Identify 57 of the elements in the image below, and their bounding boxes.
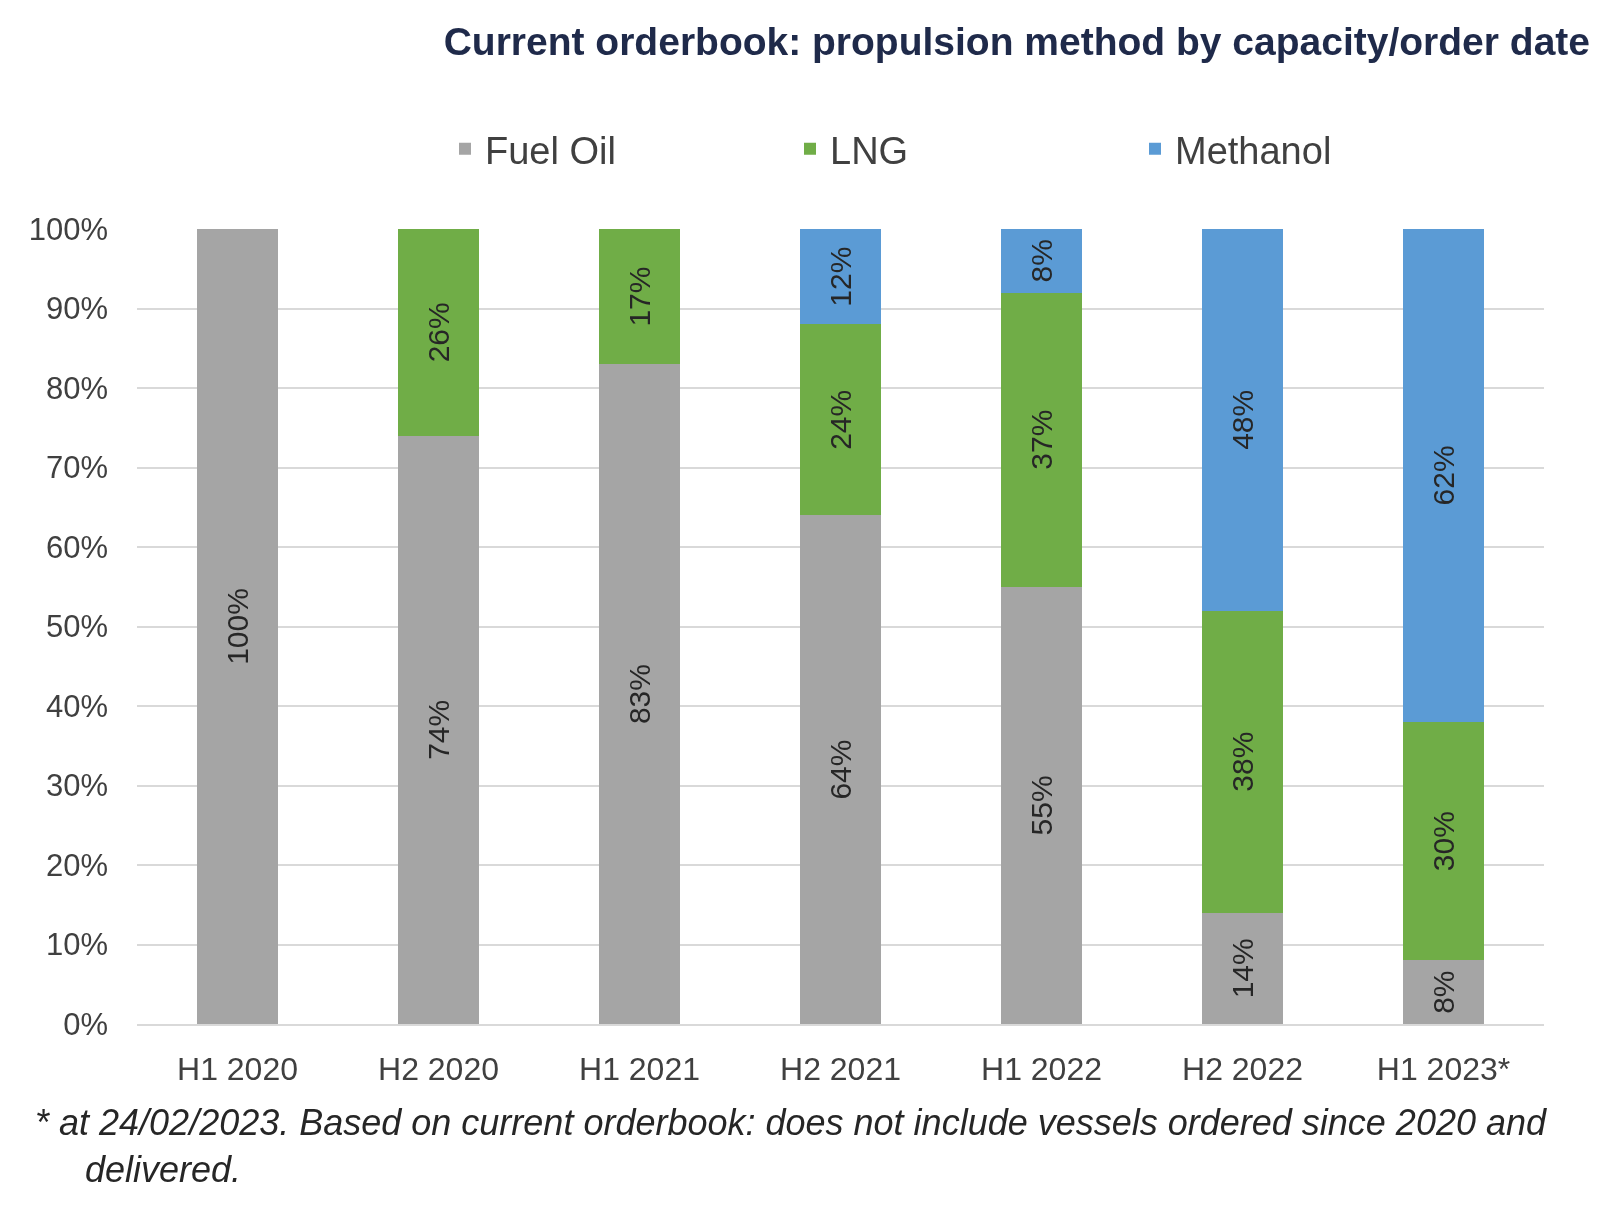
data-label: 74% [422, 699, 455, 760]
legend-label: Fuel Oil [485, 129, 616, 172]
data-label: 14% [1226, 938, 1259, 999]
bar [398, 435, 479, 1024]
legend-label: Methanol [1175, 129, 1332, 172]
bar [1202, 912, 1283, 1024]
y-tick-label: 0% [63, 1006, 108, 1042]
bar [197, 229, 278, 1024]
data-label: 38% [1226, 731, 1259, 792]
x-tick-label: H2 2021 [780, 1051, 901, 1088]
bar [398, 229, 479, 436]
data-label: 83% [623, 664, 656, 725]
y-tick-label: 90% [45, 291, 108, 327]
data-label: 48% [1226, 389, 1259, 450]
y-tick-label: 70% [45, 450, 108, 486]
y-tick-label: 80% [45, 370, 108, 406]
x-tick-label: H1 2022 [981, 1051, 1102, 1088]
bar [1001, 586, 1082, 1024]
bar [599, 364, 680, 1024]
y-tick-label: 10% [45, 927, 108, 963]
data-label: 37% [1025, 409, 1058, 470]
y-tick-label: 100% [28, 211, 108, 247]
bar [1202, 229, 1283, 611]
data-label: 30% [1427, 811, 1460, 872]
chart-title: Current orderbook: propulsion method by capacity/order date [443, 19, 1591, 63]
data-label: 8% [1427, 970, 1460, 1014]
x-tick-label: H1 2023* [1376, 1051, 1511, 1088]
x-tick-label: H2 2020 [378, 1051, 499, 1088]
bar [1403, 229, 1484, 722]
bar [1202, 610, 1283, 913]
x-tick-label: H1 2020 [177, 1051, 298, 1088]
y-tick-label: 20% [45, 847, 108, 883]
data-label: 17% [623, 266, 656, 327]
x-tick-label: H2 2022 [1182, 1051, 1303, 1088]
data-label: 12% [824, 246, 857, 307]
text: * at 24/02/2023. Based on current orderbook: does not include vessels ordered since 2020 and delivered. [35, 1102, 1547, 1190]
y-tick-label: 50% [45, 609, 108, 645]
data-label: 64% [824, 739, 857, 800]
bar [800, 515, 881, 1024]
data-label: 55% [1025, 775, 1058, 836]
bar [599, 229, 680, 365]
bar [1001, 229, 1082, 293]
data-label: 26% [422, 302, 455, 363]
y-tick-label: 40% [45, 688, 108, 724]
legend-label: LNG [830, 129, 909, 172]
data-label: 100% [221, 588, 254, 665]
x-tick-label: H1 2021 [579, 1051, 700, 1088]
bar [1001, 292, 1082, 587]
y-tick-label: 60% [45, 529, 108, 565]
bar [800, 229, 881, 325]
y-tick-label: 30% [45, 768, 108, 804]
data-label: 24% [824, 389, 857, 450]
data-label: 62% [1427, 445, 1460, 506]
bar [800, 324, 881, 516]
bar [1403, 721, 1484, 961]
data-label: 8% [1025, 239, 1058, 283]
bar [1403, 960, 1484, 1024]
